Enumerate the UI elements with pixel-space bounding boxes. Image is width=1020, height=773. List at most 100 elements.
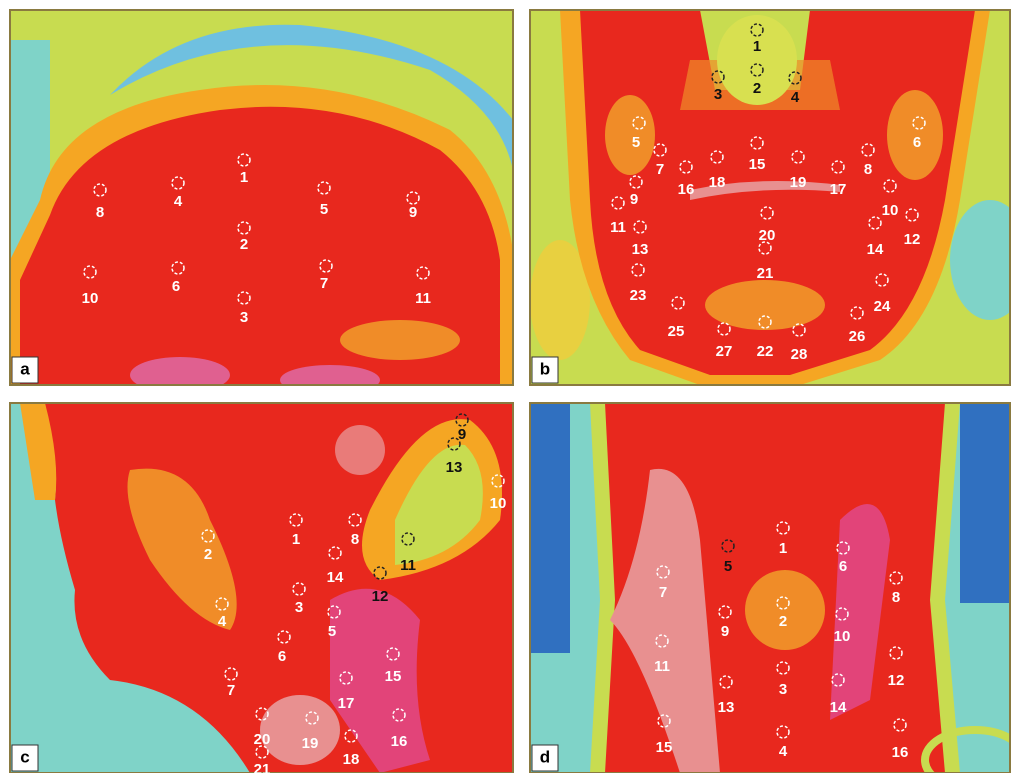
measurement-point [776,521,790,535]
point-label: 22 [757,343,774,360]
measurement-point [776,596,790,610]
measurement-point [717,322,731,336]
measurement-point [93,183,107,197]
measurement-point [171,176,185,190]
measurement-point [237,291,251,305]
measurement-point [760,206,774,220]
measurement-point [447,437,461,451]
measurement-point [750,23,764,37]
measurement-point [401,532,415,546]
point-label: 9 [721,623,729,640]
point-label: 1 [292,531,300,548]
point-label: 28 [791,346,808,363]
point-label: 17 [338,695,355,712]
thermal-image-d [530,403,1010,773]
point-label: 6 [839,558,847,575]
point-label: 4 [218,613,227,630]
measurement-point [416,266,430,280]
panel-letter-box [11,356,39,384]
measurement-point [224,667,238,681]
point-label: 5 [632,134,640,151]
measurement-point [868,216,882,230]
measurement-point [671,296,685,310]
panel-frame [529,402,1011,773]
measurement-point [455,413,469,427]
measurement-point [406,191,420,205]
point-label: 11 [400,557,416,574]
measurement-point [392,708,406,722]
measurement-point [373,566,387,580]
point-label: 16 [391,733,408,750]
measurement-point [255,745,269,759]
measurement-point [889,646,903,660]
point-label: 12 [372,588,389,605]
point-label: 24 [874,298,891,315]
measurement-point [629,175,643,189]
point-label: 19 [302,735,319,752]
measurement-point [491,474,505,488]
measurement-point [758,315,772,329]
point-label: 7 [656,161,664,178]
point-label: 3 [295,599,303,616]
point-label: 9 [409,204,417,221]
point-label: 5 [724,558,732,575]
point-label: 1 [753,38,761,55]
point-label: 7 [227,682,235,699]
measurement-point [305,711,319,725]
thermal-image-b [530,10,1010,385]
point-label: 17 [830,181,847,198]
point-label: 3 [779,681,787,698]
point-label: 21 [254,761,271,773]
point-label: 9 [458,426,466,443]
point-label: 13 [718,699,735,716]
point-label: 14 [327,569,344,586]
measurement-point [875,273,889,287]
measurement-point [344,729,358,743]
point-label: 11 [415,290,431,307]
panel-letter-box [531,356,559,384]
measurement-point [327,605,341,619]
point-label: 1 [779,540,787,557]
measurement-point [776,661,790,675]
point-label: 2 [240,236,248,253]
measurement-point [679,160,693,174]
point-label: 15 [656,739,673,756]
point-label: 25 [668,323,685,340]
measurement-point [758,241,772,255]
point-label: 15 [385,668,402,685]
point-label: 2 [753,80,761,97]
point-label: 18 [343,751,360,768]
point-label: 4 [779,743,788,760]
point-label: 3 [714,86,722,103]
measurement-point [710,150,724,164]
measurement-point [215,597,229,611]
point-label: 12 [904,231,921,248]
point-label: 2 [204,546,212,563]
point-label: 20 [759,227,776,244]
measurement-point [237,221,251,235]
measurement-point [776,725,790,739]
measurement-point [792,323,806,337]
measurement-point [656,565,670,579]
point-label: 19 [790,174,807,191]
panel-frame [9,402,514,773]
measurement-point [348,513,362,527]
panel-letter: c [20,747,29,766]
point-label: 1 [240,169,248,186]
measurement-point [237,153,251,167]
point-label: 27 [716,343,733,360]
point-label: 4 [174,193,183,210]
point-label: 6 [278,648,286,665]
panel-frame [9,9,514,386]
panel-frame [529,9,1011,386]
point-label: 5 [320,201,328,218]
point-label: 20 [254,731,271,748]
panel-letter-box [531,744,559,772]
measurement-point [83,265,97,279]
measurement-point [831,160,845,174]
measurement-point [721,539,735,553]
measurement-point [655,634,669,648]
measurement-point [718,605,732,619]
measurement-point [905,208,919,222]
